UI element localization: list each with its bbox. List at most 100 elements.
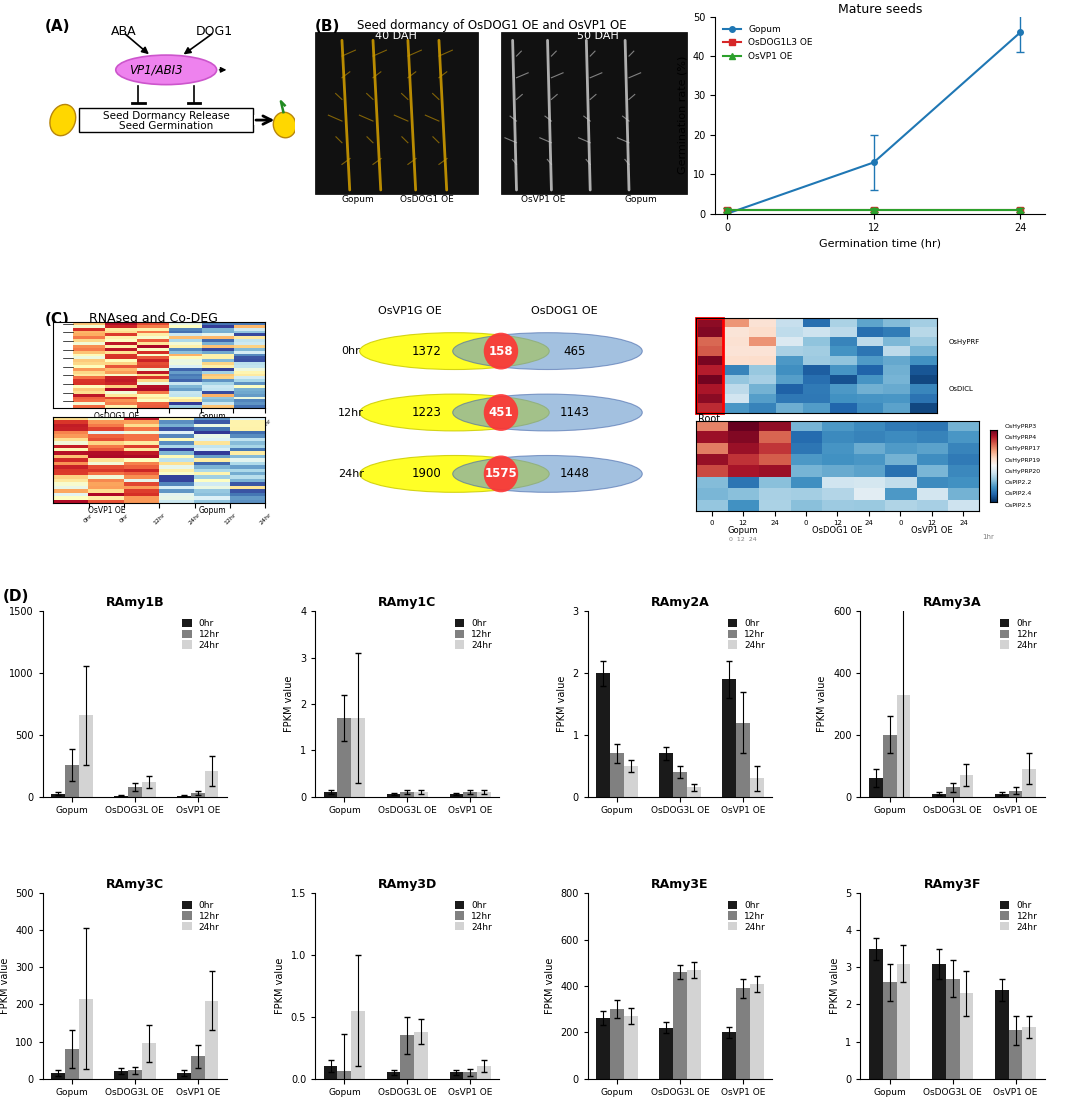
Line: OsDOG1L3 OE: OsDOG1L3 OE: [725, 207, 1023, 212]
Y-axis label: FPKM value: FPKM value: [0, 676, 3, 732]
Bar: [610, 1009, 624, 1079]
Text: Seed Dormancy Release: Seed Dormancy Release: [102, 111, 229, 121]
Bar: [142, 782, 156, 796]
Gopum: [868, 156, 881, 169]
Bar: [338, 1071, 352, 1079]
Text: (C): (C): [45, 312, 70, 327]
Text: 465: 465: [564, 345, 586, 358]
Y-axis label: FPKM value: FPKM value: [285, 676, 294, 732]
Bar: [205, 771, 219, 796]
Text: 50 DAH: 50 DAH: [577, 31, 619, 41]
Bar: [995, 794, 1008, 796]
Text: 24hr: 24hr: [338, 469, 364, 479]
Bar: [79, 715, 93, 796]
Bar: [959, 775, 973, 796]
OsVP1 OE: [868, 203, 881, 217]
Legend: 0hr, 12hr, 24hr: 0hr, 12hr, 24hr: [725, 616, 768, 653]
Text: OsDOG1 OE: OsDOG1 OE: [812, 526, 862, 535]
Text: 1900: 1900: [411, 467, 441, 480]
Text: 1372: 1372: [411, 345, 441, 358]
Legend: 0hr, 12hr, 24hr: 0hr, 12hr, 24hr: [998, 897, 1040, 934]
Line: Gopum: Gopum: [725, 30, 1023, 217]
Bar: [696, 318, 723, 413]
Legend: 0hr, 12hr, 24hr: 0hr, 12hr, 24hr: [452, 897, 495, 934]
Title: RAmy2A: RAmy2A: [650, 596, 709, 609]
Y-axis label: FPKM value: FPKM value: [829, 957, 840, 1014]
Y-axis label: Germination rate (%): Germination rate (%): [677, 56, 688, 175]
Text: OsHyPRP19: OsHyPRP19: [1004, 457, 1040, 463]
Legend: 0hr, 12hr, 24hr: 0hr, 12hr, 24hr: [998, 616, 1040, 653]
FancyBboxPatch shape: [255, 116, 266, 125]
Gopum: [721, 207, 733, 220]
Bar: [897, 695, 910, 796]
Bar: [464, 1072, 478, 1079]
Y-axis label: FPKM value: FPKM value: [818, 676, 827, 732]
Text: Gopum: Gopum: [341, 195, 374, 203]
X-axis label: Germination time (hr): Germination time (hr): [819, 239, 941, 249]
Bar: [205, 1001, 219, 1079]
Text: OsHyPRP3: OsHyPRP3: [1004, 424, 1036, 429]
Bar: [869, 778, 883, 796]
Bar: [596, 1019, 610, 1079]
Title: RAmy3C: RAmy3C: [106, 877, 164, 891]
Bar: [387, 1072, 401, 1079]
Text: 1575: 1575: [485, 467, 517, 480]
Ellipse shape: [359, 394, 549, 431]
Ellipse shape: [484, 456, 518, 493]
Text: ABA: ABA: [111, 24, 136, 38]
Text: Gopum: Gopum: [198, 506, 226, 515]
Text: 0hr: 0hr: [342, 346, 360, 356]
Bar: [415, 1032, 429, 1079]
Bar: [450, 794, 464, 796]
Bar: [450, 1072, 464, 1079]
Bar: [1008, 791, 1022, 796]
Bar: [324, 1066, 338, 1079]
Bar: [128, 1071, 142, 1079]
Text: OsVP1 OE: OsVP1 OE: [521, 195, 566, 203]
Ellipse shape: [273, 112, 296, 138]
Bar: [314, 32, 478, 193]
Text: Seed Germination: Seed Germination: [119, 121, 213, 131]
Text: OsVP1 OE: OsVP1 OE: [911, 526, 953, 535]
Bar: [749, 984, 763, 1079]
Ellipse shape: [453, 456, 643, 493]
Bar: [352, 1011, 366, 1079]
Bar: [659, 1027, 673, 1079]
OsDOG1L3 OE: [1014, 203, 1027, 217]
Bar: [673, 972, 687, 1079]
Bar: [946, 979, 959, 1079]
Bar: [79, 999, 93, 1079]
Bar: [722, 679, 736, 796]
Title: RAmy3E: RAmy3E: [651, 877, 709, 891]
Y-axis label: FPKM value: FPKM value: [558, 676, 567, 732]
Ellipse shape: [50, 105, 76, 136]
Text: 1448: 1448: [560, 467, 589, 480]
Text: 1143: 1143: [560, 406, 589, 419]
Bar: [478, 1066, 491, 1079]
Text: 40 DAH: 40 DAH: [375, 31, 417, 41]
Legend: 0hr, 12hr, 24hr: 0hr, 12hr, 24hr: [180, 616, 223, 653]
Y-axis label: FPKM value: FPKM value: [0, 957, 10, 1014]
Bar: [722, 1032, 736, 1079]
Bar: [464, 792, 478, 796]
OsVP1 OE: [721, 203, 733, 217]
Bar: [478, 792, 491, 796]
Y-axis label: FPKM value: FPKM value: [545, 957, 554, 1014]
Bar: [749, 778, 763, 796]
Text: 0  12  24: 0 12 24: [729, 537, 757, 543]
Ellipse shape: [359, 332, 549, 369]
Title: RAmy1C: RAmy1C: [378, 596, 436, 609]
Text: OsVP1G OE: OsVP1G OE: [377, 306, 441, 316]
Text: OsPIP2.5: OsPIP2.5: [1004, 503, 1032, 507]
Text: OsHyPRP17: OsHyPRP17: [1004, 446, 1040, 451]
Legend: 0hr, 12hr, 24hr: 0hr, 12hr, 24hr: [725, 897, 768, 934]
Bar: [624, 766, 637, 796]
Bar: [687, 970, 700, 1079]
Bar: [191, 1056, 205, 1079]
Bar: [177, 795, 191, 796]
Bar: [673, 772, 687, 796]
Bar: [352, 718, 366, 796]
Ellipse shape: [453, 332, 643, 369]
Bar: [995, 990, 1008, 1079]
Text: Gopum: Gopum: [198, 411, 226, 420]
